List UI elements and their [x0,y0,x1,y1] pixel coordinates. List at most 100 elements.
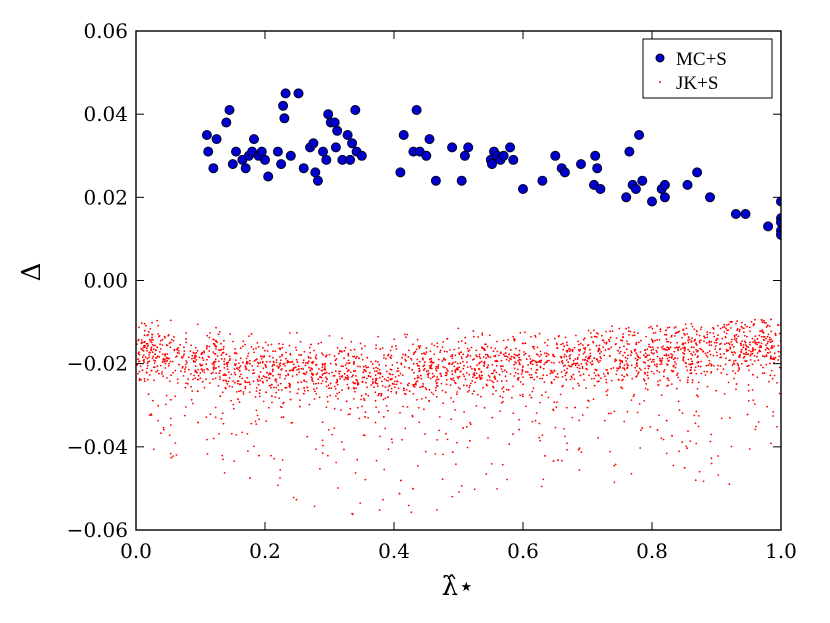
jk-s-point [436,384,438,387]
jk-s-point [425,351,428,354]
jk-s-point [596,360,599,362]
jk-s-point [153,379,156,382]
jk-s-point [156,369,159,372]
jk-s-point [208,350,211,352]
jk-s-point [588,400,590,402]
jk-s-point [395,391,398,393]
jk-s-point [646,374,649,377]
jk-s-point [678,450,680,453]
jk-s-point [754,403,756,405]
jk-s-point [138,360,141,362]
jk-s-point [720,372,723,374]
jk-s-point [225,380,228,383]
jk-s-point [708,350,711,352]
jk-s-point [509,349,512,351]
jk-s-point [682,352,684,354]
jk-s-point [191,402,194,405]
jk-s-point [649,346,652,348]
jk-s-point [748,448,751,450]
jk-s-point [450,418,453,421]
jk-s-point [187,378,190,381]
jk-s-point [765,322,767,324]
jk-s-point [581,358,584,361]
jk-s-point [717,474,720,476]
jk-s-point [626,362,628,365]
jk-s-point [478,362,480,365]
jk-s-point [761,321,764,324]
jk-s-point [722,368,725,370]
jk-s-point [165,377,168,379]
jk-s-point [576,362,579,365]
jk-s-point [338,391,341,394]
jk-s-point [671,355,673,358]
jk-s-point [403,392,406,395]
jk-s-point [693,328,696,331]
jk-s-point [608,340,611,343]
jk-s-point [475,354,477,357]
jk-s-point [736,362,739,365]
jk-s-point [667,348,670,350]
jk-s-point [482,356,485,358]
jk-s-point [539,361,542,364]
jk-s-point [327,384,330,387]
jk-s-point [309,351,312,354]
jk-s-point [726,324,728,326]
jk-s-point [539,350,542,353]
jk-s-point [222,379,225,382]
jk-s-point [261,360,264,363]
jk-s-point [212,437,215,440]
jk-s-point [299,399,301,402]
jk-s-point [524,331,526,333]
jk-s-point [289,383,291,386]
jk-s-point [695,343,697,345]
jk-s-point [662,375,665,378]
jk-s-point [402,405,404,408]
jk-s-point [524,342,527,345]
jk-s-point [321,352,323,355]
jk-s-point [358,357,360,359]
jk-s-point [695,373,698,375]
jk-s-point [585,362,588,365]
jk-s-point [505,355,507,358]
jk-s-point [626,367,628,369]
mc-s-point [279,113,290,124]
jk-s-point [242,361,244,364]
jk-s-point [704,352,707,355]
jk-s-point [646,348,649,351]
jk-s-point [580,342,582,345]
jk-s-point [676,341,679,344]
jk-s-point [652,332,655,335]
jk-s-point [621,360,623,363]
jk-s-point [463,411,465,413]
jk-s-point [396,370,398,373]
jk-s-point [736,328,739,330]
jk-s-point [513,357,516,360]
jk-s-point [651,359,654,361]
jk-s-point [626,410,629,413]
mc-s-point [776,196,781,207]
jk-s-point [421,385,424,388]
jk-s-point [473,390,475,393]
jk-s-point [391,345,393,348]
jk-s-point [700,326,703,329]
jk-s-point [495,389,497,392]
jk-s-point [573,362,576,365]
jk-s-point [661,363,663,365]
jk-s-point [546,344,549,347]
y-tick-label: 0.06 [83,19,128,43]
jk-s-point [440,382,443,385]
jk-s-point [259,355,262,358]
jk-s-point [647,377,650,380]
jk-s-point [280,382,282,385]
jk-s-point [636,359,638,362]
mc-s-point [576,159,587,170]
jk-s-point [705,354,708,357]
jk-s-point [297,388,300,391]
jk-s-point [290,361,293,363]
jk-s-point [218,372,221,375]
jk-s-point [754,428,757,431]
jk-s-point [508,353,510,356]
jk-s-point [374,374,377,377]
jk-s-point [512,412,515,414]
